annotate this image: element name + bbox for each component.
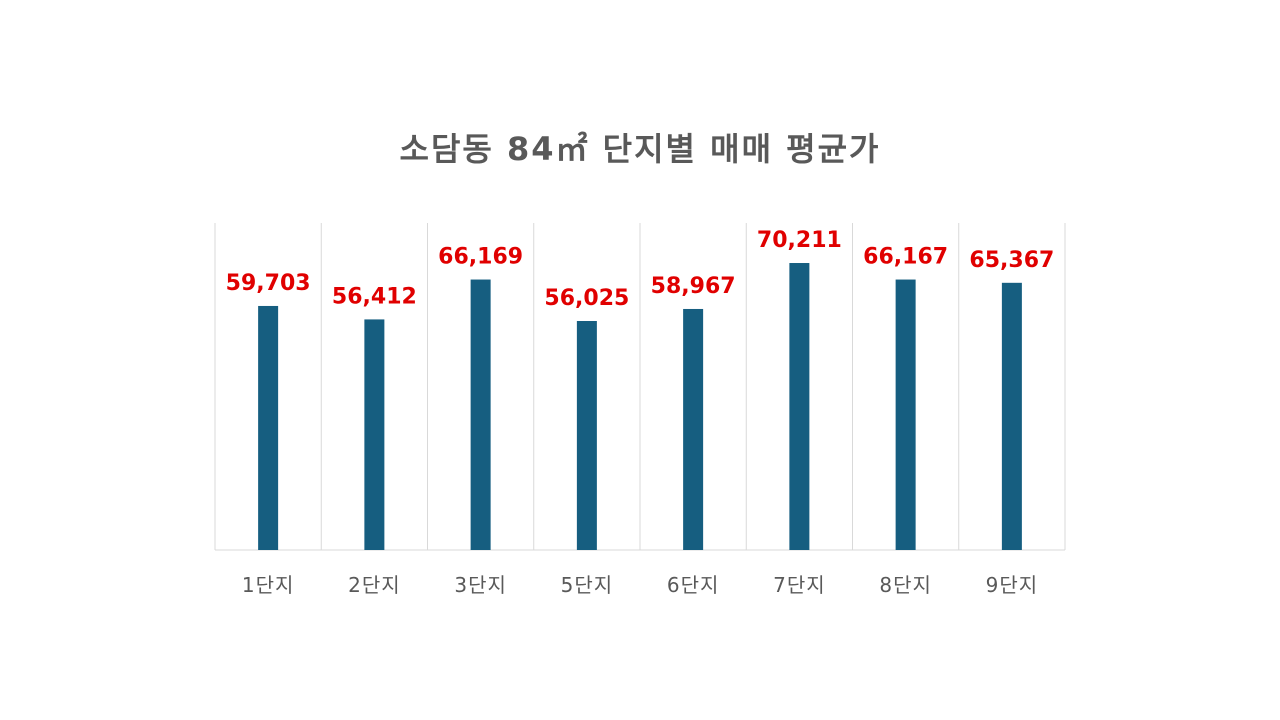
bar [789,263,810,550]
x-tick-label: 3단지 [454,573,507,597]
data-label: 70,211 [757,228,842,253]
bar [895,279,916,550]
bar [1001,282,1022,550]
bar [258,305,279,550]
x-tick-label: 1단지 [242,573,295,597]
x-tick-label: 7단지 [773,573,826,597]
x-tick-label: 2단지 [348,573,401,597]
x-tick-label: 6단지 [667,573,720,597]
x-tick-label: 9단지 [986,573,1039,597]
data-label: 65,367 [969,248,1054,273]
grid-layer [214,223,1066,551]
data-label: 56,412 [332,284,417,309]
bar [576,320,597,550]
bar-layer [258,263,1022,550]
data-label: 66,167 [863,245,948,270]
bar [683,308,704,550]
data-label: 58,967 [651,274,736,299]
bar [470,279,491,550]
data-label: 66,169 [438,245,523,270]
chart-title: 소담동 84㎡ 단지별 매매 평균가 [399,130,881,168]
bar [364,319,385,550]
x-tick-label: 5단지 [561,573,614,597]
x-tick-label: 8단지 [879,573,932,597]
data-label: 56,025 [544,286,629,311]
label-layer: 59,703 1단지 56,412 2단지 66,169 3단지 56,025 5단지 58,9… [226,228,1055,597]
data-label: 59,703 [226,271,311,296]
